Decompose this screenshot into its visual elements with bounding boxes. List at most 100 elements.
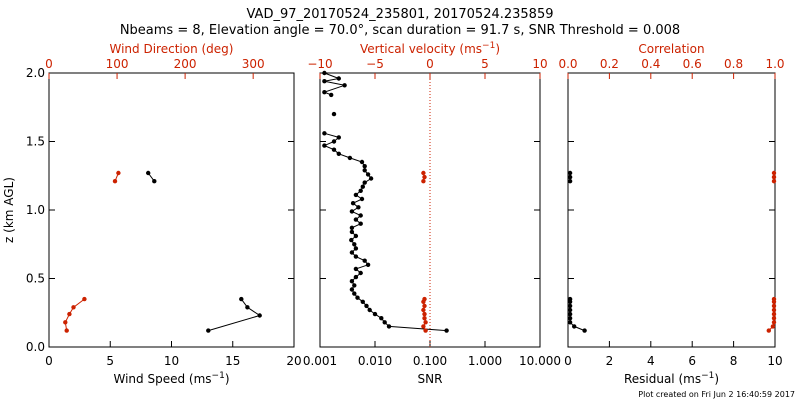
y-tick-label: 0.5: [26, 272, 45, 286]
data-point: [349, 279, 355, 284]
x-tick-label: 0: [45, 354, 53, 368]
top-axis-label: Wind Direction (deg): [110, 42, 234, 56]
data-point: [382, 320, 387, 325]
data-point: [771, 296, 777, 302]
top-tick-label: −5: [366, 57, 384, 71]
data-point: [421, 324, 426, 329]
data-point: [331, 147, 337, 152]
data-point: [421, 179, 426, 184]
data-point: [322, 131, 327, 136]
data-point: [771, 316, 777, 321]
data-point: [422, 296, 427, 302]
x-tick-label: 5: [106, 354, 114, 368]
plot-frame: [48, 72, 295, 348]
data-point: [353, 274, 359, 280]
data-point: [365, 262, 371, 267]
top-tick-label: 0.8: [724, 57, 743, 71]
data-point: [352, 291, 357, 296]
x-tick-label: 0.010: [358, 354, 392, 368]
data-point: [146, 170, 151, 176]
data-point: [355, 295, 360, 300]
data-point: [422, 311, 427, 317]
data-point: [352, 283, 357, 288]
y-tick-label: 0.0: [26, 340, 45, 354]
series-residual-top: [766, 170, 777, 333]
data-point: [239, 296, 244, 302]
figure-title: VAD_97_20170524_235801, 20170524.235859: [247, 7, 554, 22]
data-point: [771, 170, 777, 176]
data-point: [771, 174, 777, 180]
top-tick-label: 10: [532, 57, 547, 71]
figure-subtitle: Nbeams = 8, Elevation angle = 70.0°, sca…: [120, 23, 680, 38]
panel-snr: 0.001 0.010 0.100 1.000 10.000 SNR −10 −5 0 5 10 Ve…: [303, 41, 561, 386]
data-point: [567, 307, 573, 313]
data-point: [422, 303, 427, 309]
data-point: [331, 111, 337, 117]
data-point: [322, 70, 327, 76]
data-point: [771, 179, 777, 184]
data-point: [116, 170, 121, 176]
x-tick-label: 0.001: [303, 354, 337, 368]
data-point: [362, 180, 367, 185]
data-point: [423, 320, 428, 325]
data-point: [386, 324, 392, 329]
top-tick-label: 300: [242, 57, 265, 71]
data-point: [63, 320, 68, 325]
top-tick-label: 0: [426, 57, 434, 71]
data-point: [421, 170, 426, 176]
series-line: [323, 132, 447, 332]
data-point: [422, 316, 427, 321]
data-point: [368, 176, 374, 181]
data-point: [352, 242, 357, 247]
data-point: [349, 237, 354, 243]
data-point: [362, 164, 367, 169]
data-point: [771, 303, 777, 309]
data-point: [567, 316, 573, 321]
data-point: [567, 170, 573, 176]
data-point: [358, 221, 363, 226]
x-tick-label: 10: [767, 354, 782, 368]
top-tick-label: 0.6: [683, 57, 702, 71]
data-point: [353, 217, 359, 222]
top-tick-label: −10: [307, 57, 332, 71]
data-point: [372, 311, 378, 317]
data-point: [353, 266, 359, 272]
data-point: [367, 307, 372, 313]
x-axis-label: Residual (ms−1): [624, 371, 719, 386]
y-axis-label: z (km AGL): [2, 177, 16, 243]
x-tick-label: 10: [164, 354, 179, 368]
top-tick-label: 100: [106, 57, 129, 71]
x-tick-label: 4: [647, 354, 655, 368]
data-point: [360, 184, 365, 189]
plot-footer: Plot created on Fri Jun 2 16:40:59 2017: [638, 390, 795, 399]
data-point: [364, 303, 369, 309]
top-tick-label: 0.4: [641, 57, 660, 71]
data-point: [572, 324, 577, 329]
data-point: [358, 188, 363, 193]
series-line: [322, 72, 347, 96]
data-point: [353, 192, 359, 198]
series-snr-top: [421, 170, 428, 333]
data-point: [152, 179, 157, 184]
x-tick-label: 0: [564, 354, 572, 368]
series-snr-bottom: [322, 70, 449, 333]
data-point: [567, 179, 573, 184]
data-point: [349, 229, 355, 235]
data-point: [770, 324, 776, 329]
data-point: [349, 287, 355, 292]
data-point: [356, 205, 361, 210]
y-tick-label: 2.0: [26, 66, 45, 80]
data-point: [322, 143, 327, 148]
top-tick-label: 0: [45, 57, 53, 71]
top-tick-label: 1.0: [765, 57, 784, 71]
x-tick-label: 0.100: [413, 354, 447, 368]
x-tick-label: 6: [688, 354, 696, 368]
data-point: [771, 307, 777, 313]
data-point: [359, 196, 365, 202]
top-tick-label: 0.2: [600, 57, 619, 71]
data-point: [766, 328, 771, 333]
data-point: [206, 328, 211, 333]
data-point: [350, 201, 356, 206]
data-point: [322, 90, 327, 95]
